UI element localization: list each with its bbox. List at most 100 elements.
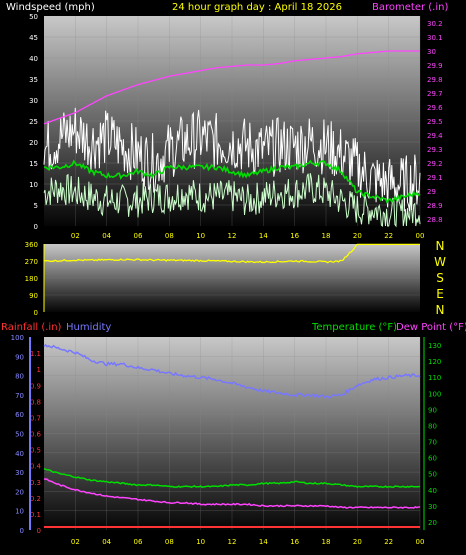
temp-y-tick: 80 (428, 422, 437, 430)
wind-y-tick: 25 (29, 118, 38, 126)
compass-label: W (434, 255, 446, 269)
rain-y-tick: 0.6 (30, 431, 42, 439)
temp-y-tick: 110 (428, 374, 441, 382)
bottom-time-tick: 14 (259, 538, 268, 546)
direction-y-tick: 360 (25, 241, 38, 249)
baro-y-tick: 29.6 (427, 104, 443, 112)
baro-y-tick: 29 (427, 188, 436, 196)
wind-y-tick: 5 (34, 202, 38, 210)
wind-y-tick: 35 (29, 76, 38, 84)
bottom-time-tick: 18 (322, 538, 331, 546)
humidity-label: Humidity (66, 322, 111, 333)
wind-time-tick: 06 (134, 232, 143, 240)
barometer-line (43, 50, 420, 125)
rain-y-tick: 0.7 (30, 414, 41, 422)
bottom-time-tick: 10 (196, 538, 205, 546)
temp-y-tick: 130 (428, 342, 441, 350)
rain-y-tick: 0.3 (30, 479, 41, 487)
bottom-time-tick: 00 (416, 538, 425, 546)
wind-y-tick: 0 (34, 223, 38, 231)
wind-time-tick: 12 (228, 232, 237, 240)
wind-time-tick: 22 (384, 232, 393, 240)
rain-y-tick: 0.5 (30, 447, 41, 455)
humidity-y-tick: 100 (11, 334, 24, 342)
direction-y-tick: 270 (25, 258, 38, 266)
direction-plot-area (44, 244, 420, 312)
temperature-label: Temperature (°F) (311, 322, 397, 333)
bottom-time-tick: 16 (290, 538, 299, 546)
humidity-line (43, 343, 421, 399)
temp-y-tick: 20 (428, 519, 437, 527)
rain-y-tick: 1 (37, 366, 41, 374)
temp-y-tick: 50 (428, 471, 437, 479)
humidity-y-tick: 90 (15, 353, 24, 361)
baro-y-tick: 30.2 (427, 20, 443, 28)
temp-y-tick: 120 (428, 358, 441, 366)
wind-y-tick: 20 (29, 139, 38, 147)
rain-y-tick: 0.4 (30, 463, 42, 471)
temp-y-tick: 60 (428, 455, 437, 463)
baro-y-tick: 29.9 (427, 62, 443, 70)
bottom-time-tick: 22 (384, 538, 393, 546)
baro-y-tick: 28.8 (427, 216, 443, 224)
wind-low-line (43, 173, 421, 228)
rainfall-label: Rainfall (.in) (1, 322, 62, 333)
wind-y-tick: 10 (29, 181, 38, 189)
bottom-time-tick: 08 (165, 538, 174, 546)
wind-time-tick: 10 (196, 232, 205, 240)
graph-title: 24 hour graph day : April 18 2026 (172, 2, 342, 13)
wind-time-tick: 16 (290, 232, 299, 240)
compass-label: N (436, 239, 445, 253)
wind-average-line (43, 159, 421, 205)
rain-y-tick: 0.9 (30, 382, 41, 390)
baro-y-tick: 29.8 (427, 76, 443, 84)
wind-y-tick: 40 (29, 55, 38, 63)
temp-y-tick: 70 (428, 439, 437, 447)
humidity-y-tick: 0 (20, 527, 24, 535)
compass-label: S (436, 271, 444, 285)
wind-time-tick: 08 (165, 232, 174, 240)
bottom-time-tick: 02 (71, 538, 80, 546)
rain-y-tick: 0.2 (30, 495, 41, 503)
rain-y-tick: 0.1 (30, 511, 41, 519)
direction-y-tick: 180 (25, 275, 38, 283)
baro-y-tick: 30.1 (427, 34, 443, 42)
barometer-label: Barometer (.in) (372, 2, 448, 13)
dewpoint-line (43, 478, 421, 509)
humidity-y-tick: 20 (15, 488, 24, 496)
bottom-plot-area (44, 337, 420, 530)
direction-y-tick: 90 (29, 292, 38, 300)
wind-time-tick: 14 (259, 232, 268, 240)
bottom-time-tick: 12 (228, 538, 237, 546)
compass-label: N (436, 303, 445, 317)
rain-y-tick: 1.1 (30, 350, 41, 358)
dewpoint-label: Dew Point (°F) (396, 322, 466, 333)
baro-y-tick: 29.1 (427, 174, 443, 182)
compass-label: E (436, 287, 444, 301)
baro-y-tick: 28.9 (427, 202, 443, 210)
wind-y-tick: 45 (29, 34, 38, 42)
rain-y-tick: 0.8 (30, 398, 41, 406)
bottom-time-tick: 04 (102, 538, 111, 546)
temp-y-tick: 100 (428, 390, 441, 398)
wind-time-tick: 20 (353, 232, 362, 240)
direction-y-tick: 0 (34, 309, 38, 317)
rain-y-tick: 0 (37, 527, 41, 535)
wind-time-tick: 18 (322, 232, 331, 240)
baro-y-tick: 30 (427, 48, 436, 56)
baro-y-tick: 29.4 (427, 132, 443, 140)
humidity-y-tick: 60 (15, 411, 24, 419)
baro-y-tick: 29.2 (427, 160, 443, 168)
humidity-y-tick: 40 (15, 450, 24, 458)
wind-y-tick: 15 (29, 160, 38, 168)
direction-line (43, 243, 420, 264)
wind-y-tick: 30 (29, 97, 38, 105)
temperature-line (43, 467, 421, 489)
wind-y-tick: 50 (29, 13, 38, 21)
humidity-y-tick: 80 (15, 373, 24, 381)
baro-y-tick: 29.7 (427, 90, 443, 98)
wind-time-tick: 00 (416, 232, 425, 240)
wind-time-tick: 02 (71, 232, 80, 240)
baro-y-tick: 29.5 (427, 118, 443, 126)
